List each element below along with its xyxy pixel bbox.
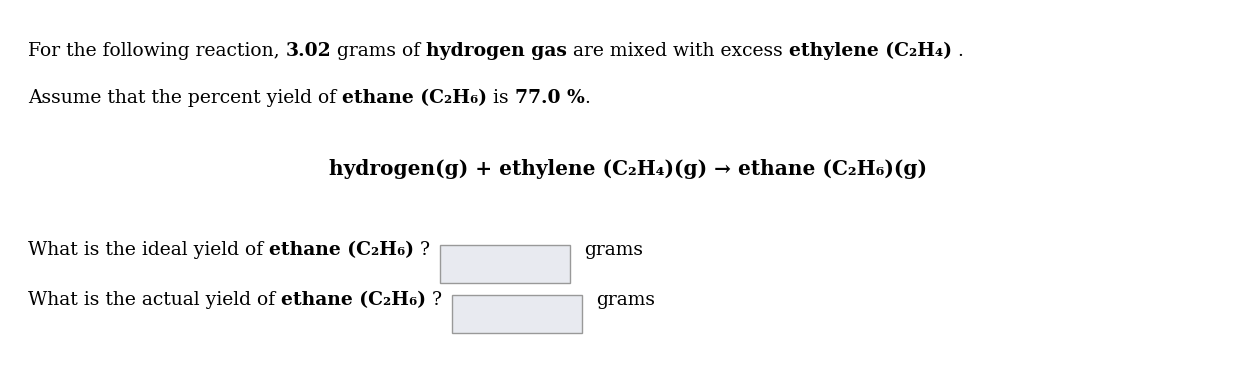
- Text: hydrogen gas: hydrogen gas: [426, 42, 568, 60]
- Text: .: .: [952, 42, 963, 60]
- Text: For the following reaction,: For the following reaction,: [28, 42, 285, 60]
- Text: 3.02: 3.02: [285, 42, 332, 60]
- Text: What is the actual yield of: What is the actual yield of: [28, 291, 281, 309]
- Text: are mixed with excess: are mixed with excess: [568, 42, 789, 60]
- Text: ethane (C₂H₆): ethane (C₂H₆): [269, 241, 414, 259]
- Text: ?: ?: [414, 241, 430, 259]
- Text: ethylene (C₂H₄): ethylene (C₂H₄): [789, 42, 952, 60]
- Text: hydrogen(g) + ethylene (C₂H₄)(g) → ethane (C₂H₆)(g): hydrogen(g) + ethylene (C₂H₄)(g) → ethan…: [329, 159, 927, 179]
- Text: 77.0 %: 77.0 %: [515, 89, 584, 107]
- Text: Assume that the percent yield of: Assume that the percent yield of: [28, 89, 342, 107]
- Text: is: is: [487, 89, 515, 107]
- Text: grams: grams: [584, 241, 643, 259]
- Text: .: .: [584, 89, 590, 107]
- Bar: [440, 245, 570, 283]
- Text: ethane (C₂H₆): ethane (C₂H₆): [281, 291, 426, 309]
- Text: grams of: grams of: [332, 42, 426, 60]
- Text: ethane (C₂H₆): ethane (C₂H₆): [342, 89, 487, 107]
- Text: grams: grams: [597, 291, 656, 309]
- Bar: [452, 295, 582, 333]
- Text: What is the ideal yield of: What is the ideal yield of: [28, 241, 269, 259]
- Text: ?: ?: [426, 291, 442, 309]
